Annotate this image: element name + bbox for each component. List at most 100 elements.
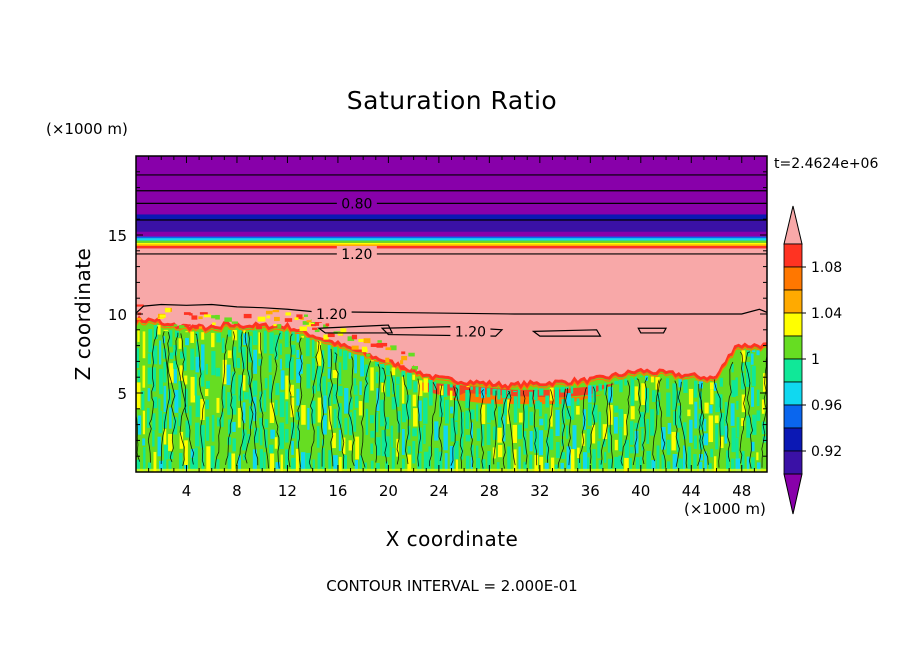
turbulent-fleck — [191, 315, 198, 320]
turbulent-cell — [535, 400, 540, 410]
turbulent-cell — [523, 461, 527, 472]
turbulent-cell — [147, 462, 152, 472]
turbulent-cell — [443, 425, 448, 451]
turbulent-cell — [270, 453, 275, 472]
turbulent-cell — [153, 325, 158, 339]
turbulent-cell — [211, 414, 215, 442]
turbulent-cell — [699, 454, 704, 461]
colorbar-box — [783, 243, 803, 268]
turbulent-cell — [614, 456, 619, 472]
turbulent-cell — [412, 374, 416, 380]
contour-line — [360, 360, 372, 468]
turbulent-cell — [136, 382, 141, 409]
turbulent-cell — [391, 447, 395, 472]
turbulent-cell — [285, 354, 290, 368]
turbulent-cell — [386, 376, 391, 397]
turbulent-cell — [703, 418, 707, 432]
turbulent-cell — [153, 396, 158, 409]
turbulent-cell — [534, 388, 538, 400]
turbulent-cell — [264, 377, 268, 389]
contour-line — [468, 388, 474, 468]
turbulent-cell — [466, 386, 470, 388]
turbulent-cell — [481, 387, 485, 399]
turbulent-cell — [724, 401, 728, 425]
turbulent-cell — [353, 409, 357, 432]
turbulent-cell — [639, 456, 643, 472]
turbulent-cell — [152, 430, 155, 447]
turbulent-cell — [677, 405, 682, 428]
turbulent-fleck — [385, 357, 390, 363]
turbulent-cell — [598, 460, 603, 472]
turbulent-fleck — [299, 326, 308, 331]
turbulent-cell — [142, 410, 146, 435]
turbulent-cell — [295, 448, 299, 472]
turbulent-cell — [704, 402, 709, 414]
turbulent-cell — [311, 400, 316, 424]
turbulent-fleck — [302, 321, 309, 325]
turbulent-cell — [523, 431, 527, 455]
turbulent-cell — [406, 372, 412, 390]
turbulent-cell — [332, 384, 337, 404]
turbulent-cell — [253, 349, 258, 374]
turbulent-cell — [179, 365, 183, 381]
turbulent-cell — [269, 402, 274, 423]
turbulent-cell — [667, 422, 672, 435]
turbulent-cell — [390, 425, 394, 448]
turbulent-cell — [264, 429, 268, 448]
turbulent-fleck — [272, 309, 280, 313]
turbulent-cell — [501, 389, 507, 399]
turbulent-cell — [529, 411, 534, 426]
turbulent-cell — [221, 337, 225, 353]
turbulent-cell — [524, 405, 528, 429]
turbulent-cell — [465, 434, 471, 442]
turbulent-cell — [614, 439, 618, 451]
turbulent-cell — [715, 393, 720, 413]
turbulent-cell — [157, 325, 161, 335]
turbulent-cell — [173, 345, 178, 356]
turbulent-fleck — [337, 332, 343, 336]
layer-transition — [136, 238, 767, 241]
turbulent-cell — [518, 446, 521, 472]
contour-line — [455, 387, 463, 469]
turbulent-cell — [259, 449, 264, 472]
turbulent-cell — [237, 407, 241, 428]
turbulent-cell — [746, 350, 751, 357]
turbulent-cell — [238, 330, 242, 353]
turbulent-cell — [450, 418, 455, 442]
contour-label: 1.20 — [316, 307, 347, 323]
turbulent-cell — [678, 379, 682, 388]
turbulent-cell — [338, 429, 342, 451]
turbulent-cell — [311, 339, 315, 357]
turbulent-cell — [619, 379, 623, 393]
contour-line — [374, 363, 381, 463]
x-tick-label: 44 — [682, 482, 701, 500]
turbulent-cell — [190, 348, 195, 371]
turbulent-cell — [263, 330, 267, 354]
contour-line — [328, 348, 334, 467]
turbulent-cell — [164, 444, 169, 460]
turbulent-cell — [259, 425, 263, 446]
turbulent-cell — [215, 367, 221, 377]
turbulent-cell — [183, 347, 187, 371]
turbulent-cell — [476, 428, 481, 442]
turbulent-cell — [180, 351, 184, 359]
turbulent-cell — [190, 331, 195, 343]
turbulent-cell — [582, 409, 587, 430]
turbulent-cell — [205, 389, 209, 397]
turbulent-cell — [348, 440, 352, 451]
turbulent-cell — [385, 436, 390, 458]
turbulent-cell — [370, 415, 374, 424]
turbulent-cell — [614, 380, 619, 385]
turbulent-cell — [386, 365, 390, 376]
contour-line — [180, 333, 195, 465]
contour-label: 1.20 — [341, 247, 372, 263]
turbulent-cell — [376, 437, 381, 456]
contour-line — [620, 380, 631, 466]
turbulent-cell — [185, 331, 188, 333]
contour-line — [493, 390, 497, 465]
colorbar-box — [783, 404, 803, 429]
turbulent-cell — [492, 388, 497, 396]
turbulent-cell — [243, 330, 246, 334]
turbulent-cell — [211, 332, 215, 348]
turbulent-cell — [513, 390, 517, 393]
